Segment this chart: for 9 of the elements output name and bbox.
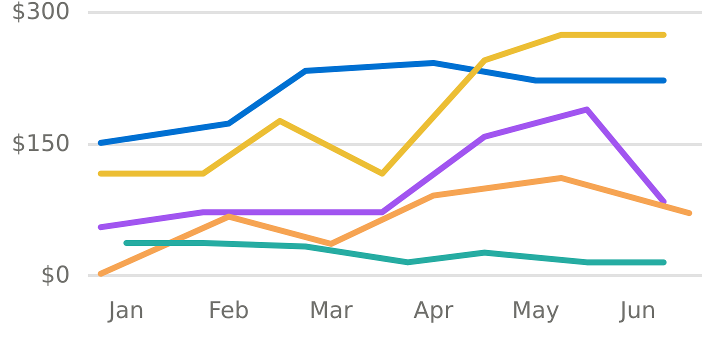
x-tick-label: Jan <box>106 298 144 324</box>
y-tick-label: $0 <box>40 262 70 288</box>
x-tick-label: May <box>512 298 560 324</box>
x-tick-label: Mar <box>309 298 354 324</box>
x-tick-label: Apr <box>413 298 454 324</box>
x-tick-label: Jun <box>618 298 656 324</box>
y-tick-label: $150 <box>11 130 70 157</box>
x-tick-label: Feb <box>208 298 250 324</box>
y-tick-label: $300 <box>11 0 70 25</box>
